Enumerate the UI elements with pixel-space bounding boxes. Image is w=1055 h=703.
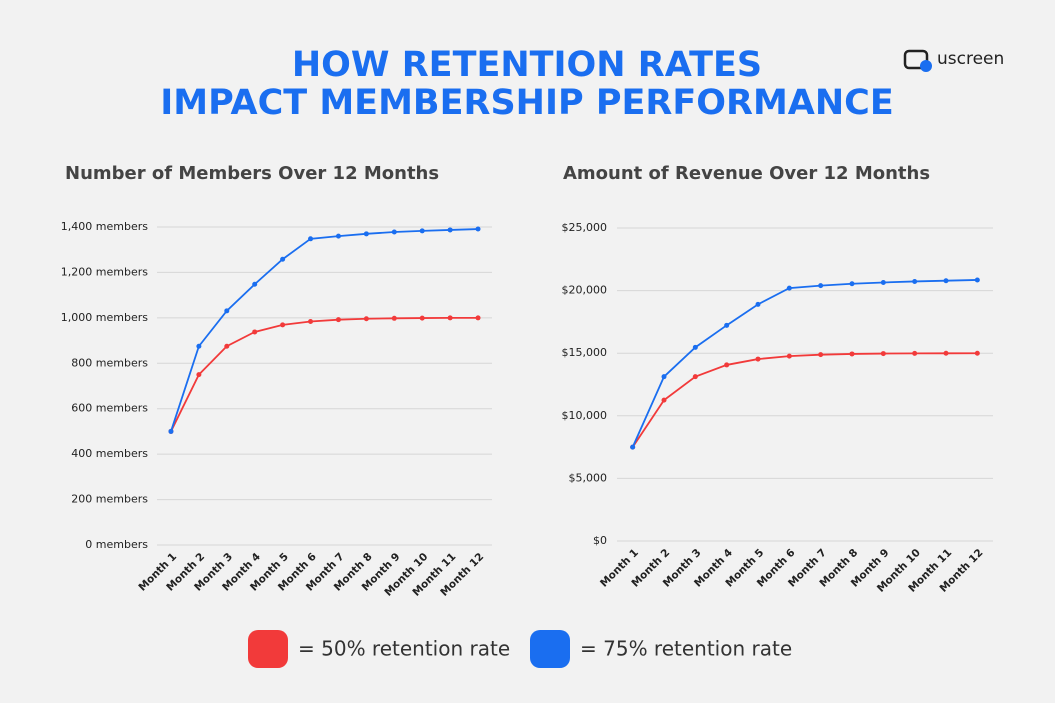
data-point xyxy=(224,308,230,314)
data-point xyxy=(724,362,730,368)
data-point xyxy=(974,350,980,356)
y-tick-label: $25,000 xyxy=(562,221,608,234)
data-point xyxy=(912,278,918,284)
data-point xyxy=(475,226,481,232)
legend-label: = 75% retention rate xyxy=(580,637,792,661)
data-point xyxy=(419,228,425,234)
data-point xyxy=(196,372,202,378)
data-point xyxy=(849,281,855,287)
data-point xyxy=(447,227,453,233)
data-point xyxy=(363,316,369,322)
data-point xyxy=(943,278,949,284)
data-point xyxy=(252,281,258,287)
legend-label: = 50% retention rate xyxy=(298,637,510,661)
data-point xyxy=(308,318,314,324)
data-point xyxy=(475,315,481,321)
data-point xyxy=(224,343,230,349)
data-point xyxy=(308,236,314,242)
data-point xyxy=(755,356,761,362)
data-point xyxy=(391,229,397,235)
data-point xyxy=(974,277,980,283)
data-point xyxy=(168,428,174,434)
series-line xyxy=(631,279,978,448)
data-point xyxy=(661,374,667,380)
data-point xyxy=(447,315,453,321)
data-point xyxy=(196,343,202,349)
data-point xyxy=(630,444,636,450)
series-line xyxy=(631,352,978,448)
data-point xyxy=(724,322,730,328)
series-line xyxy=(170,228,479,432)
legend-swatch xyxy=(248,630,288,668)
title-line: HOW RETENTION RATES xyxy=(292,45,762,85)
logo-dot xyxy=(920,60,932,72)
data-point xyxy=(419,315,425,321)
y-tick-label: 200 members xyxy=(71,493,148,506)
title-line: IMPACT MEMBERSHIP PERFORMANCE xyxy=(160,83,894,123)
y-tick-label: $20,000 xyxy=(562,284,608,297)
chart-title: Amount of Revenue Over 12 Months xyxy=(563,163,930,184)
data-point xyxy=(363,231,369,237)
y-tick-label: $0 xyxy=(593,534,607,547)
data-point xyxy=(280,322,286,328)
data-point xyxy=(252,329,258,335)
data-point xyxy=(280,256,286,262)
data-point xyxy=(335,317,341,323)
legend-swatch xyxy=(530,630,570,668)
data-point xyxy=(755,301,761,307)
data-point xyxy=(818,352,824,358)
y-tick-label: $10,000 xyxy=(562,409,608,422)
y-tick-label: 1,000 members xyxy=(61,311,148,324)
data-point xyxy=(786,285,792,291)
data-point xyxy=(880,279,886,285)
logo-text: uscreen xyxy=(937,49,1004,69)
logo-icon xyxy=(903,49,929,70)
y-tick-label: 600 members xyxy=(71,402,148,415)
data-point xyxy=(661,397,667,403)
chart-title: Number of Members Over 12 Months xyxy=(65,163,439,184)
y-tick-label: $15,000 xyxy=(562,346,608,359)
data-point xyxy=(880,351,886,357)
data-point xyxy=(943,350,949,356)
data-point xyxy=(849,351,855,357)
y-tick-label: 1,400 members xyxy=(61,220,148,233)
y-tick-label: 0 members xyxy=(85,538,148,551)
data-point xyxy=(692,344,698,350)
data-point xyxy=(786,353,792,359)
data-point xyxy=(818,283,824,289)
y-tick-label: $5,000 xyxy=(569,471,608,484)
series-line xyxy=(170,316,479,432)
data-point xyxy=(692,374,698,380)
data-point xyxy=(335,233,341,239)
y-tick-label: 800 members xyxy=(71,356,148,369)
logo: uscreen xyxy=(903,49,1004,72)
data-point xyxy=(391,315,397,321)
y-tick-label: 1,200 members xyxy=(61,265,148,278)
y-tick-label: 400 members xyxy=(71,447,148,460)
data-point xyxy=(912,350,918,356)
